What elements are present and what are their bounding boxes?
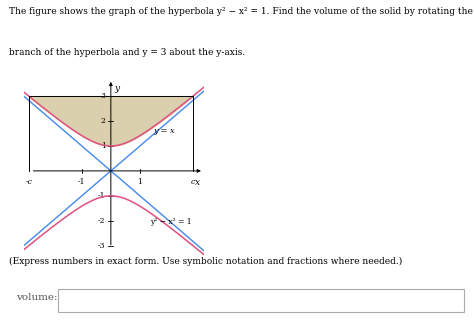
Text: -1: -1 <box>98 192 106 200</box>
Text: 2: 2 <box>101 117 106 125</box>
Text: y = x: y = x <box>153 127 175 135</box>
Text: x: x <box>195 178 200 187</box>
Text: y: y <box>115 84 120 93</box>
Text: -3: -3 <box>98 242 106 250</box>
Text: y² − x² = 1: y² − x² = 1 <box>150 218 191 226</box>
Text: -2: -2 <box>98 217 106 225</box>
Text: -c: -c <box>25 178 32 186</box>
Text: branch of the hyperbola and y = 3 about the y-axis.: branch of the hyperbola and y = 3 about … <box>9 48 246 57</box>
Text: (Express numbers in exact form. Use symbolic notation and fractions where needed: (Express numbers in exact form. Use symb… <box>9 257 403 266</box>
Text: volume:: volume: <box>17 293 58 302</box>
FancyBboxPatch shape <box>58 289 464 312</box>
Text: 1: 1 <box>101 142 106 150</box>
Text: 1: 1 <box>137 178 142 186</box>
Text: 3: 3 <box>100 92 106 100</box>
Text: The figure shows the graph of the hyperbola y² − x² = 1. Find the volume of the : The figure shows the graph of the hyperb… <box>9 7 474 16</box>
Text: -1: -1 <box>78 178 85 186</box>
Text: c: c <box>191 178 195 186</box>
